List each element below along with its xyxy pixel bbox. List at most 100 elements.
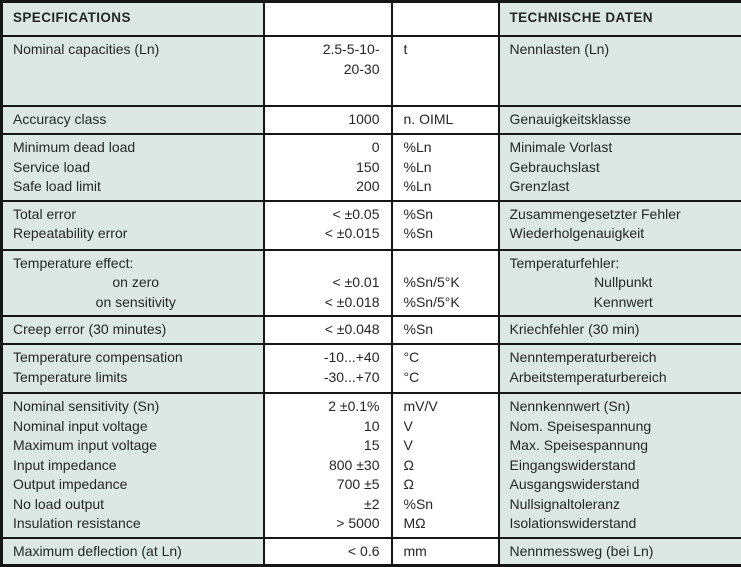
cell-line: No load output bbox=[13, 495, 259, 515]
cell-line: 2.5-5-10- bbox=[267, 40, 380, 60]
cell-line: V bbox=[404, 417, 496, 437]
cell-line: Accuracy class bbox=[13, 110, 259, 130]
unit-cell: °C°C bbox=[392, 344, 499, 393]
cell-line: MΩ bbox=[404, 514, 496, 534]
cell-line: 700 ±5 bbox=[267, 475, 380, 495]
cell-line: Maximum deflection (at Ln) bbox=[13, 542, 259, 562]
cell-line: -30...+70 bbox=[267, 368, 380, 388]
german-label-cell: Genauigkeitsklasse bbox=[499, 106, 741, 134]
cell-line: Service load bbox=[13, 158, 259, 178]
cell-line: Safe load limit bbox=[13, 177, 259, 197]
cell-line: < ±0.018 bbox=[267, 293, 380, 313]
cell-line: 2 ±0.1% bbox=[267, 397, 380, 417]
header-technische-daten: TECHNISCHE DATEN bbox=[499, 2, 741, 37]
cell-line: Gebrauchslast bbox=[510, 158, 738, 178]
cell-line: %Sn bbox=[404, 495, 496, 515]
value-cell: -10...+40-30...+70 bbox=[264, 344, 392, 393]
cell-line: %Ln bbox=[404, 138, 496, 158]
cell-line: Temperaturfehler: bbox=[510, 254, 738, 274]
cell-line: Input impedance bbox=[13, 456, 259, 476]
cell-line: %Ln bbox=[404, 177, 496, 197]
cell-line: < ±0.05 bbox=[267, 205, 380, 225]
cell-line: > 5000 bbox=[267, 514, 380, 534]
cell-line: %Sn bbox=[404, 224, 496, 244]
cell-line: Wiederholgenauigkeit bbox=[510, 224, 738, 244]
cell-line: -10...+40 bbox=[267, 348, 380, 368]
german-label-cell: Nennlasten (Ln) bbox=[499, 36, 741, 106]
value-cell: < ±0.01< ±0.018 bbox=[264, 250, 392, 317]
cell-line: on sensitivity bbox=[13, 293, 259, 313]
cell-line: Creep error (30 minutes) bbox=[13, 320, 259, 340]
cell-line bbox=[267, 254, 380, 274]
cell-line: 800 ±30 bbox=[267, 456, 380, 476]
cell-line: Genauigkeitsklasse bbox=[510, 110, 738, 130]
cell-line: Eingangswiderstand bbox=[510, 456, 738, 476]
cell-line: ±2 bbox=[267, 495, 380, 515]
value-cell: < ±0.048 bbox=[264, 316, 392, 344]
cell-line: °C bbox=[404, 368, 496, 388]
cell-line: Nullsignaltoleranz bbox=[510, 495, 738, 515]
header-specifications: SPECIFICATIONS bbox=[2, 2, 264, 37]
cell-line bbox=[404, 254, 496, 274]
cell-line: Temperature limits bbox=[13, 368, 259, 388]
cell-line: %Sn/5°K bbox=[404, 293, 496, 313]
cell-line: Maximum input voltage bbox=[13, 436, 259, 456]
cell-line: Ω bbox=[404, 475, 496, 495]
cell-line: Kennwert bbox=[510, 293, 738, 313]
cell-line: 150 bbox=[267, 158, 380, 178]
cell-line: 10 bbox=[267, 417, 380, 437]
spec-label-cell: Creep error (30 minutes) bbox=[2, 316, 264, 344]
cell-line: 20-30 bbox=[267, 60, 380, 80]
cell-line: Nominal sensitivity (Sn) bbox=[13, 397, 259, 417]
german-label-cell: Kriechfehler (30 min) bbox=[499, 316, 741, 344]
table-row: Creep error (30 minutes) < ±0.048 %Sn Kriec… bbox=[2, 316, 741, 344]
unit-cell: %Sn bbox=[392, 316, 499, 344]
cell-line: Ausgangswiderstand bbox=[510, 475, 738, 495]
table-header-row: SPECIFICATIONS TECHNISCHE DATEN bbox=[2, 2, 741, 37]
cell-line: V bbox=[404, 436, 496, 456]
cell-line: Ω bbox=[404, 456, 496, 476]
value-cell: 2.5-5-10-20-30 bbox=[264, 36, 392, 106]
cell-line: Temperature effect: bbox=[13, 254, 259, 274]
cell-line: 0 bbox=[267, 138, 380, 158]
cell-line: < ±0.048 bbox=[267, 320, 380, 340]
header-value-column-empty bbox=[264, 2, 392, 37]
table-row: Nominal sensitivity (Sn)Nominal input vo… bbox=[2, 393, 741, 538]
cell-line: Temperature compensation bbox=[13, 348, 259, 368]
cell-line: Nennmessweg (bei Ln) bbox=[510, 542, 738, 562]
cell-line: Grenzlast bbox=[510, 177, 738, 197]
cell-line: Kriechfehler (30 min) bbox=[510, 320, 738, 340]
spec-label-cell: Nominal capacities (Ln) bbox=[2, 36, 264, 106]
spec-label-cell: Nominal sensitivity (Sn)Nominal input vo… bbox=[2, 393, 264, 538]
cell-line: < ±0.01 bbox=[267, 273, 380, 293]
cell-line: Isolationswiderstand bbox=[510, 514, 738, 534]
cell-line: Nenntemperaturbereich bbox=[510, 348, 738, 368]
cell-line: Total error bbox=[13, 205, 259, 225]
cell-line: Arbeitstemperaturbereich bbox=[510, 368, 738, 388]
cell-line: Repeatability error bbox=[13, 224, 259, 244]
cell-line: Nennkennwert (Sn) bbox=[510, 397, 738, 417]
header-row: SPECIFICATIONS TECHNISCHE DATEN bbox=[2, 2, 741, 37]
cell-line: mV/V bbox=[404, 397, 496, 417]
cell-line: °C bbox=[404, 348, 496, 368]
cell-line: Nominal capacities (Ln) bbox=[13, 40, 259, 60]
unit-cell: %Sn/5°K%Sn/5°K bbox=[392, 250, 499, 317]
cell-line: %Sn bbox=[404, 320, 496, 340]
value-cell: < ±0.05< ±0.015 bbox=[264, 201, 392, 250]
cell-line: %Sn/5°K bbox=[404, 273, 496, 293]
cell-line: on zero bbox=[13, 273, 259, 293]
